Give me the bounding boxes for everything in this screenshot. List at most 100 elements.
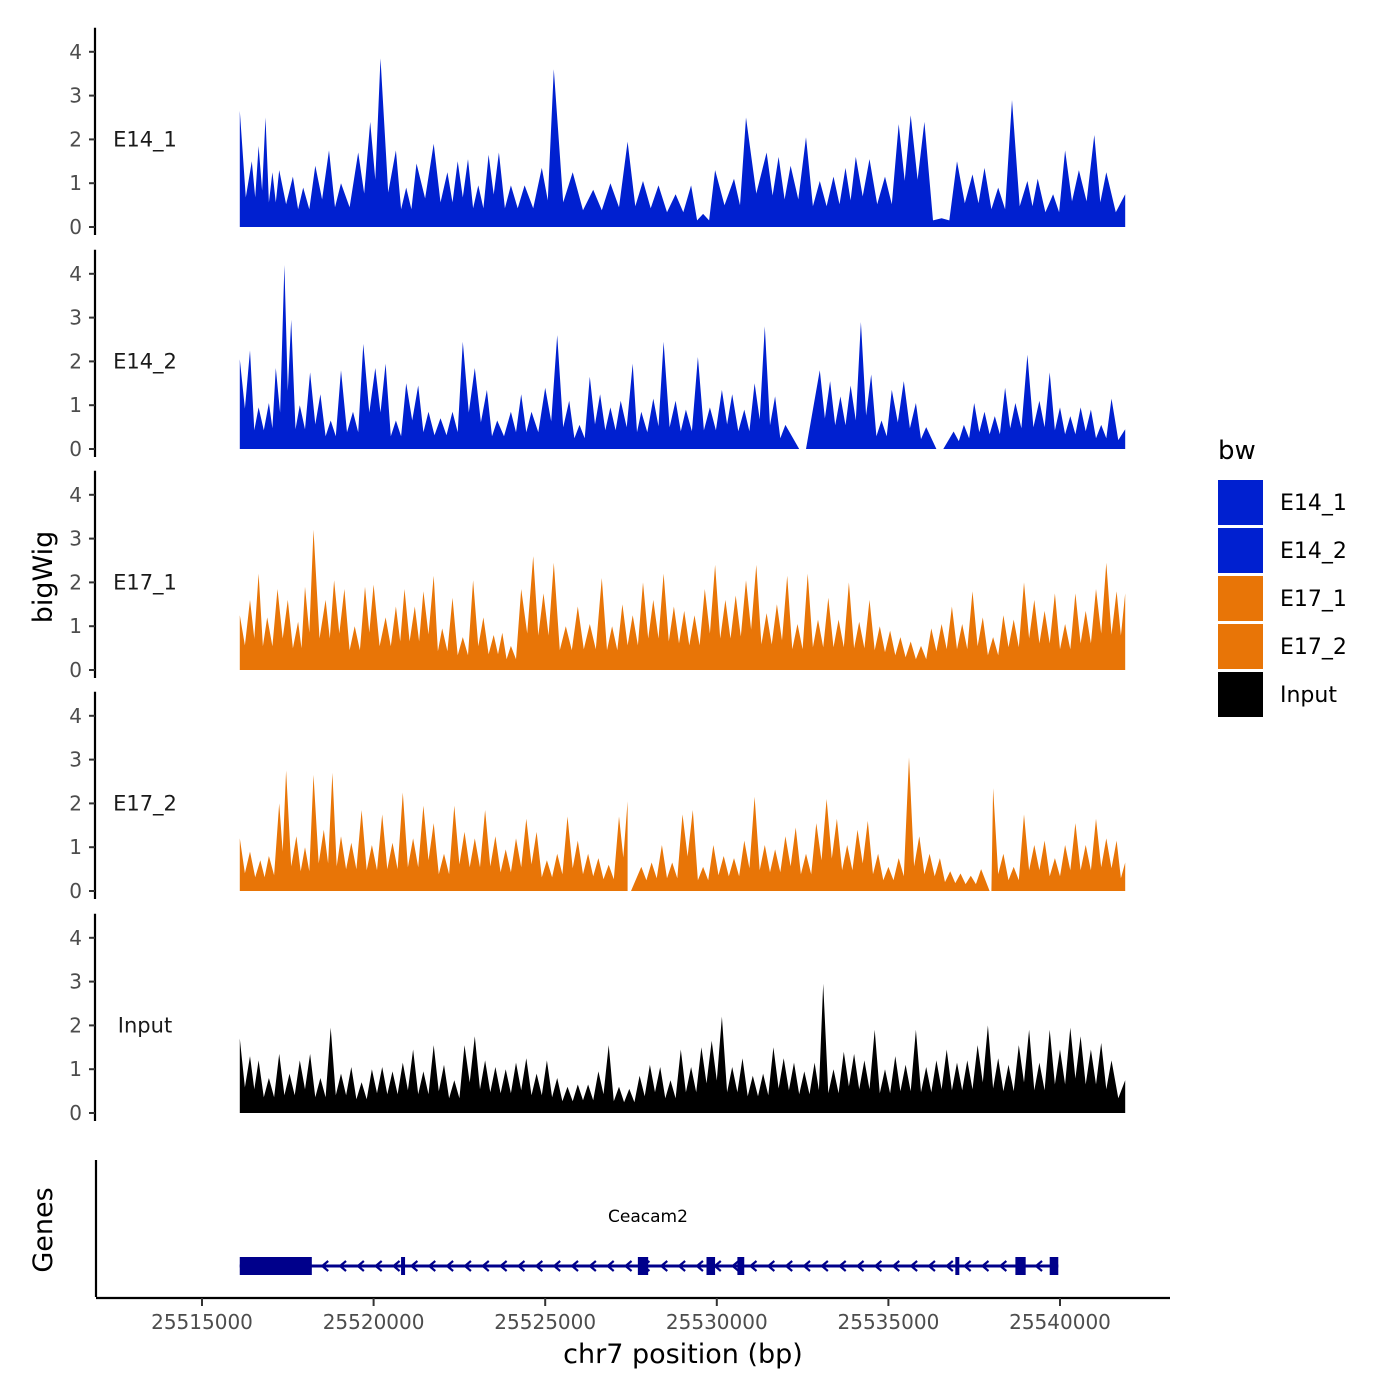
strand-arrow [838,1260,847,1272]
signal-area-E14_2 [239,265,1126,449]
track-label: E17_1 [113,570,177,595]
y-tick-label: 4 [69,40,82,64]
legend-label: E17_1 [1280,587,1347,612]
track-label: E14_1 [113,127,177,152]
y-tick-label: 4 [69,704,82,728]
y-tick-label: 2 [69,570,82,594]
track-Input: 0 1 2 3 4 Input [69,913,1126,1125]
y-tick-label: 3 [69,527,82,551]
x-axis-title: chr7 position (bp) [563,1339,803,1370]
strand-arrow [659,1260,668,1272]
strand-arrow [445,1260,454,1272]
strand-arrow [766,1260,776,1272]
x-axis: chr7 position (bp) 25515000 25520000 25525… [96,1296,1170,1370]
strand-arrow [855,1260,865,1272]
strand-arrow [980,1260,990,1272]
y-tick-label: 0 [69,437,82,461]
gene-exon [401,1257,406,1275]
y-tick-label: 2 [69,1013,82,1037]
strand-arrow [998,1260,1008,1272]
strand-arrow [374,1260,383,1272]
legend-swatch [1218,576,1263,621]
strand-arrow [927,1260,936,1272]
y-tick-label: 4 [69,926,82,950]
strand-arrow [427,1260,436,1272]
y-tick-label: 3 [69,970,82,994]
y-tick-label: 1 [69,1057,82,1081]
strand-arrow [534,1260,544,1272]
strand-arrow [606,1260,615,1272]
y-tick-label: 2 [69,127,82,151]
legend-title: bw [1218,436,1256,466]
y-tick-label: 1 [69,835,82,859]
track-E17_1: 0 1 2 3 4 E17_1 [69,470,1126,682]
y-tick-label: 1 [69,614,82,638]
y-tick-label: 0 [69,879,82,903]
gene-name-label: Ceacam2 [608,1207,688,1227]
y-tick-label: 3 [69,306,82,330]
x-tick-label: 25515000 [151,1310,253,1334]
strand-arrow [677,1260,686,1272]
strand-arrow [802,1260,811,1272]
legend-swatch [1218,624,1263,669]
gene-exon [706,1257,716,1275]
strand-arrow [748,1260,758,1272]
signal-area-E14_1 [239,58,1126,228]
track-label: E14_2 [113,349,177,374]
strand-arrow [463,1260,472,1272]
signal-area-E17_2 [239,757,1126,891]
track-E17_2: 0 1 2 3 4 E17_2 [69,691,1126,903]
legend: bw E14_1 E14_2 E17_1 E17_2 Input [1218,436,1347,717]
y-axis-title: bigWig [28,531,59,624]
strand-arrow [623,1260,633,1272]
signal-area-Input [239,983,1126,1113]
strand-arrow [338,1260,347,1272]
gene-exon [737,1257,745,1275]
strand-arrow [588,1260,597,1272]
strand-arrow [891,1260,900,1272]
strand-arrow [570,1260,579,1272]
legend-label: E17_2 [1280,635,1347,660]
x-tick-label: 25530000 [666,1310,768,1334]
strand-arrow [498,1260,508,1272]
y-tick-label: 2 [69,791,82,815]
legend-label: E14_2 [1280,539,1347,564]
strand-arrow [1034,1260,1043,1272]
gene-exon [955,1257,960,1275]
gene-exon [637,1257,649,1275]
gene-exon [1049,1257,1059,1275]
legend-swatch [1218,528,1263,573]
strand-arrow [552,1260,561,1272]
y-tick-label: 1 [69,171,82,195]
tracks-layer: 0 1 2 3 4 E14_1 0 1 2 3 4 E14_2 0 1 2 3 4 E17_1 0 1 2 3 4 E17_2… [69,27,1126,1125]
y-tick-label: 1 [69,393,82,417]
gene-exon [239,1257,312,1275]
genes-track: Ceacam2 [239,1207,1059,1275]
track-label: Input [118,1013,172,1037]
x-tick-label: 25520000 [323,1310,425,1334]
genes-axis-title: Genes [28,1187,59,1272]
strand-arrow [695,1260,704,1272]
legend-label: E14_1 [1280,491,1347,516]
strand-arrow [391,1260,401,1272]
strand-arrow [945,1260,954,1272]
track-E14_1: 0 1 2 3 4 E14_1 [69,27,1126,239]
y-tick-label: 4 [69,483,82,507]
legend-swatch [1218,480,1263,525]
strand-arrow [784,1260,793,1272]
strand-arrow [820,1260,829,1272]
strand-arrow [320,1260,329,1272]
strand-arrow [962,1260,972,1272]
y-tick-label: 0 [69,1101,82,1125]
y-tick-label: 4 [69,262,82,286]
x-tick-label: 25540000 [1009,1310,1111,1334]
strand-arrow [909,1260,918,1272]
track-E14_2: 0 1 2 3 4 E14_2 [69,249,1126,461]
x-tick-label: 25525000 [494,1310,596,1334]
strand-arrow [873,1260,883,1272]
strand-arrow [356,1260,365,1272]
x-tick-label: 25535000 [838,1310,940,1334]
signal-area-E17_1 [239,529,1126,670]
track-label: E17_2 [113,791,177,816]
